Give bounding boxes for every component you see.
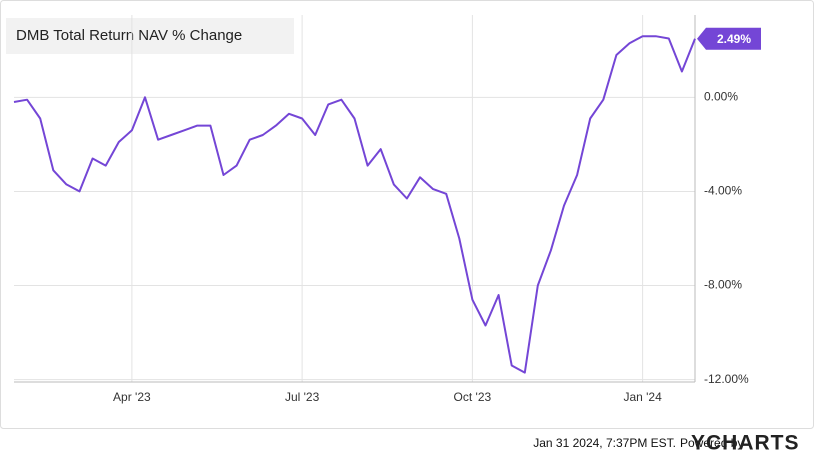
y-tick-label: 0.00% <box>704 90 738 104</box>
value-label-box <box>697 27 761 50</box>
y-tick-label: -4.00% <box>704 184 742 198</box>
value-label: 2.49% <box>717 32 751 46</box>
brand-logo: YCHARTS <box>691 432 800 455</box>
x-tick-label: Oct '23 <box>454 390 492 404</box>
y-tick-label: -12.00% <box>704 372 749 386</box>
chart-title: DMB Total Return NAV % Change <box>16 27 242 44</box>
footer-timestamp: Jan 31 2024, 7:37PM EST. <box>533 436 676 450</box>
title-box <box>6 18 294 54</box>
chart-frame <box>0 0 814 429</box>
data-line <box>13 35 696 374</box>
y-tick-label: -8.00% <box>704 278 742 292</box>
x-tick-label: Jan '24 <box>623 390 662 404</box>
x-tick-label: Apr '23 <box>113 390 151 404</box>
footer-powered: Powered by <box>680 436 743 450</box>
x-tick-label: Jul '23 <box>285 390 320 404</box>
